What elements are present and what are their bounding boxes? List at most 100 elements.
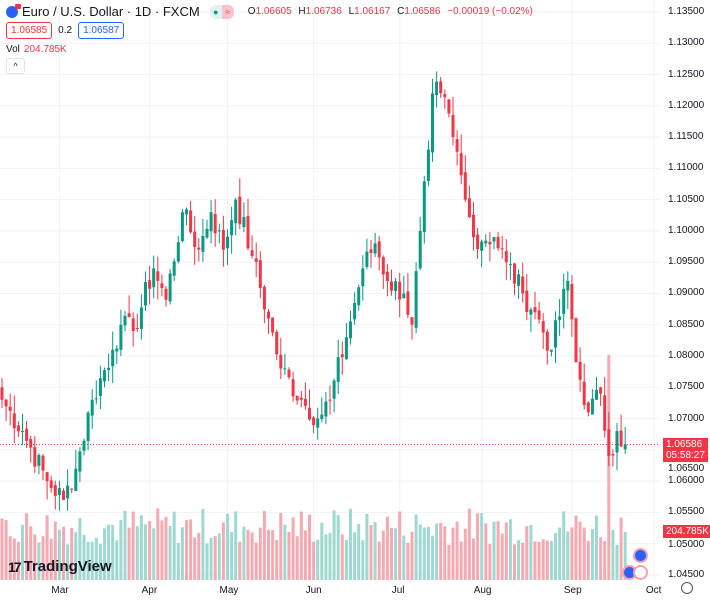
buy-button[interactable]: 1.06587 (78, 22, 125, 39)
volume-bar (287, 531, 291, 580)
candle-body (435, 81, 439, 95)
volume-bar (492, 521, 496, 580)
candle-body (607, 429, 611, 457)
volume-bar (390, 527, 393, 580)
candle-body (250, 250, 254, 256)
candle-body (254, 258, 258, 262)
candle-body (0, 387, 4, 400)
candle-body (94, 398, 98, 400)
volume-bar (226, 513, 229, 580)
candle-body (25, 428, 29, 441)
economic-event-icon[interactable] (633, 548, 648, 563)
volume-bar (422, 527, 426, 580)
candle-body (135, 327, 139, 329)
volume-bar (607, 354, 611, 580)
volume-bar (57, 529, 61, 580)
candle-body (226, 236, 229, 249)
price-tick-label: 1.12000 (668, 99, 705, 111)
candle-body (156, 271, 160, 281)
us-event-icon[interactable] (633, 565, 648, 580)
data-delay-icon: ≈ (221, 4, 234, 19)
volume-bar (426, 526, 430, 580)
volume-bar (123, 510, 127, 580)
candle-body (533, 307, 537, 313)
volume-bar (107, 524, 111, 580)
tradingview-logo-icon: 17 (8, 558, 22, 575)
volume-bar (193, 537, 197, 580)
settings-icon[interactable] (681, 582, 693, 594)
candle-body (574, 318, 578, 363)
candle-body (29, 439, 33, 448)
candle-body (267, 311, 270, 319)
volume-bar (611, 529, 615, 580)
volume-bar (29, 526, 33, 580)
volume-bar (246, 529, 250, 580)
volume-bar (25, 513, 29, 580)
volume-bar (66, 544, 70, 580)
low-value: 1.06167 (354, 6, 391, 17)
volume-bar (275, 540, 279, 580)
candle-body (455, 139, 459, 152)
volume-bar (373, 521, 377, 580)
volume-bar (0, 518, 4, 580)
candle-body (287, 369, 291, 378)
candle-body (451, 114, 455, 138)
candle-body (74, 468, 78, 491)
volume-bar (86, 541, 90, 580)
candle-body (185, 209, 188, 215)
candle-body (37, 454, 41, 466)
volume-bar (582, 527, 586, 580)
open-label: O (247, 6, 256, 17)
volume-bar (267, 529, 270, 580)
candle-body (275, 331, 279, 355)
candle-body (570, 283, 574, 320)
volume-bar (205, 543, 209, 580)
candle-body (230, 220, 234, 236)
volume-bar (418, 524, 422, 580)
time-tick-label: Oct (645, 585, 662, 596)
symbol-title[interactable]: Euro / U.S. Dollar · 1D · FXCM (22, 4, 200, 19)
volume-bar (369, 525, 373, 580)
market-open-icon: ● (209, 4, 222, 19)
volume-bar (37, 542, 41, 580)
volume-bar (554, 533, 557, 580)
candle-body (332, 380, 336, 399)
volume-bar (406, 542, 410, 580)
volume-bar (74, 532, 78, 580)
candle-body (98, 378, 102, 396)
market-status[interactable]: ● ≈ (209, 4, 234, 19)
candle-body (299, 397, 303, 400)
collapse-legend-button[interactable]: ^ (6, 58, 25, 74)
volume-bar (377, 541, 381, 580)
volume-bar (361, 540, 365, 580)
candle-body (12, 413, 16, 429)
high-label: H (298, 6, 306, 17)
candle-body (197, 247, 201, 250)
candle-body (590, 398, 594, 415)
volume-bar (262, 511, 266, 580)
volume-bar (623, 532, 627, 580)
volume-bar (16, 541, 20, 580)
volume-bar (41, 536, 45, 580)
candle-body (562, 288, 566, 315)
volume-bar (615, 544, 619, 580)
candle-body (443, 94, 447, 98)
candle-body (4, 399, 8, 407)
volume-bar (529, 525, 533, 580)
candle-body (258, 260, 262, 288)
volume-bar (349, 508, 352, 580)
volume-bar (541, 539, 545, 580)
volume-bar (291, 517, 295, 580)
sell-button[interactable]: 1.06585 (6, 22, 53, 39)
candle-body (340, 354, 344, 358)
volume-value: 204.785K (23, 44, 67, 55)
volume-bar (299, 511, 303, 580)
volume-bar (320, 522, 324, 580)
volume-bar (590, 529, 594, 580)
candle-body (115, 348, 119, 352)
candle-body (578, 361, 582, 380)
volume-bar (496, 521, 500, 580)
price-tick-label: 1.08500 (668, 318, 705, 330)
tradingview-logo[interactable]: 17 TradingView (8, 558, 112, 575)
